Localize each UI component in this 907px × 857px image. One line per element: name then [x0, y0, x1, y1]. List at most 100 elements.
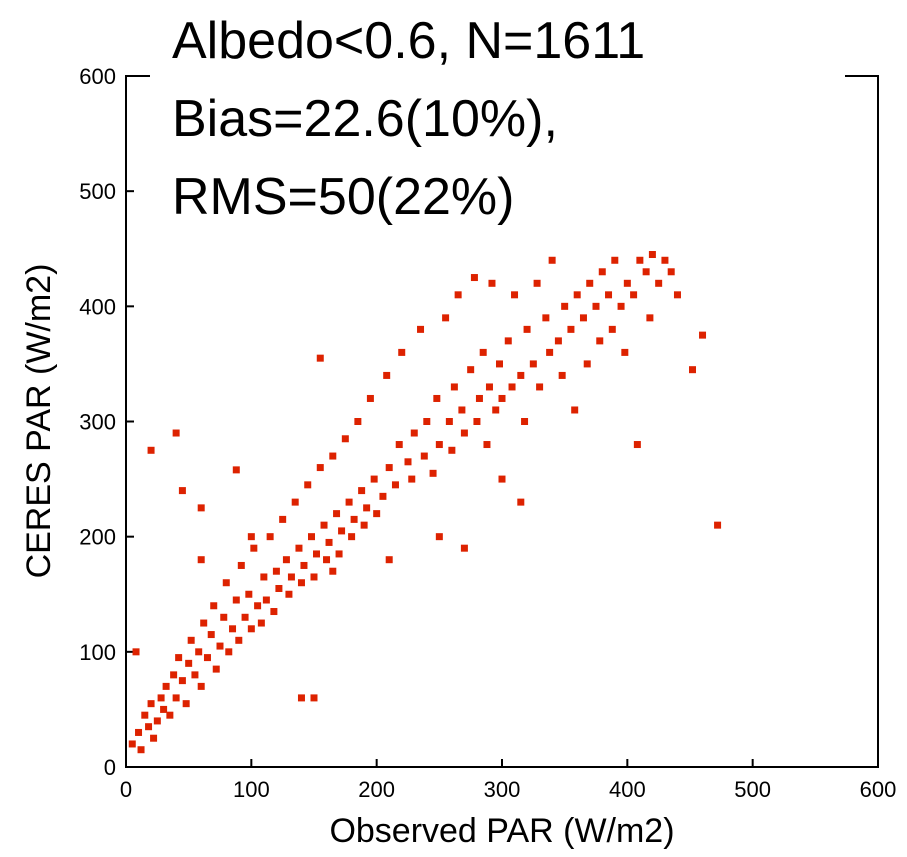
point	[200, 619, 208, 627]
x-tick-label: 200	[358, 777, 395, 802]
point	[533, 279, 541, 287]
point	[417, 325, 425, 333]
point	[454, 291, 462, 299]
point	[579, 314, 587, 322]
point	[178, 487, 186, 495]
point	[197, 504, 205, 512]
point	[450, 383, 458, 391]
point	[636, 256, 644, 264]
point	[458, 406, 466, 414]
point	[699, 331, 707, 339]
point	[420, 452, 428, 460]
point	[232, 596, 240, 604]
point	[147, 700, 155, 708]
point	[358, 487, 366, 495]
point	[495, 360, 503, 368]
point	[633, 441, 641, 449]
point	[166, 711, 174, 719]
title-line: Bias=22.6(10%),	[172, 90, 558, 148]
point	[241, 613, 249, 621]
point	[395, 441, 403, 449]
point	[423, 418, 431, 425]
y-tick-label: 500	[79, 179, 116, 204]
point	[212, 665, 220, 673]
point	[517, 498, 525, 506]
x-tick-label: 100	[233, 777, 270, 802]
x-tick-label: 300	[484, 777, 521, 802]
point	[247, 533, 255, 541]
point	[325, 538, 333, 546]
point	[147, 446, 155, 454]
point	[596, 337, 604, 345]
point	[350, 515, 358, 523]
point	[498, 475, 506, 483]
point	[667, 268, 675, 276]
point	[329, 567, 337, 575]
point	[191, 671, 199, 679]
y-tick-label: 100	[79, 640, 116, 665]
y-tick-label: 200	[79, 525, 116, 550]
point	[291, 498, 299, 506]
point	[517, 371, 525, 379]
point	[145, 723, 153, 731]
point	[483, 441, 491, 449]
point	[182, 700, 190, 708]
point	[160, 705, 168, 713]
point	[435, 441, 443, 449]
point	[661, 256, 669, 264]
point	[433, 394, 441, 402]
point	[338, 527, 346, 535]
point	[508, 383, 516, 391]
point	[310, 694, 318, 702]
y-axis-label: CERES PAR (W/m2)	[20, 264, 58, 579]
point	[448, 446, 456, 454]
point	[187, 636, 195, 644]
point	[254, 602, 262, 610]
x-axis-label: Observed PAR (W/m2)	[329, 812, 674, 850]
point	[300, 561, 308, 569]
point	[673, 291, 681, 299]
point	[385, 464, 393, 472]
point	[320, 521, 328, 529]
point	[592, 302, 600, 310]
point	[245, 590, 253, 598]
point	[178, 677, 186, 685]
point	[282, 556, 290, 564]
point	[511, 291, 519, 299]
point	[714, 521, 722, 529]
point	[646, 314, 654, 322]
point	[488, 279, 496, 287]
point	[435, 533, 443, 541]
title-line: Albedo<0.6, N=1611	[172, 12, 645, 70]
point	[172, 429, 180, 437]
point	[485, 383, 493, 391]
point	[157, 694, 165, 702]
y-tick-label: 0	[104, 755, 116, 780]
point	[470, 274, 478, 282]
point	[175, 654, 183, 662]
point	[567, 325, 575, 333]
point	[170, 671, 178, 679]
point	[250, 544, 258, 552]
point	[473, 418, 481, 425]
point	[313, 550, 321, 558]
point	[648, 251, 656, 259]
point	[617, 302, 625, 310]
point	[333, 510, 341, 518]
point	[542, 314, 550, 322]
point	[598, 268, 606, 276]
x-tick-label: 600	[860, 777, 897, 802]
x-tick-label: 0	[120, 777, 132, 802]
point	[605, 291, 613, 299]
point	[379, 492, 387, 500]
point	[150, 734, 158, 742]
point	[460, 544, 468, 552]
point	[197, 682, 205, 690]
point	[479, 348, 487, 356]
point	[360, 521, 368, 529]
point	[642, 268, 650, 276]
point	[408, 475, 416, 483]
point	[366, 394, 374, 402]
point	[467, 366, 475, 374]
